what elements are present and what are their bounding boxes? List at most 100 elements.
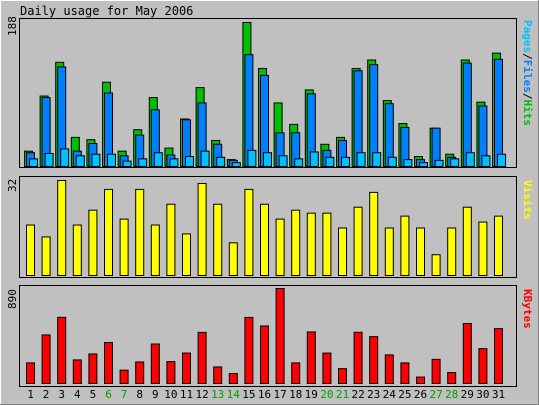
pages-bar bbox=[325, 156, 335, 168]
pages-bar bbox=[309, 151, 319, 167]
kbytes-panel bbox=[19, 285, 517, 387]
day-label: 3 bbox=[58, 388, 65, 401]
pages-bar bbox=[497, 153, 506, 167]
kbytes-bar bbox=[447, 372, 457, 384]
day-label: 6 bbox=[105, 388, 112, 401]
visits-legend: Visits bbox=[521, 180, 534, 220]
visits-bar bbox=[400, 215, 410, 276]
kbytes-bar bbox=[494, 328, 503, 384]
visits-bar bbox=[244, 188, 254, 276]
visits-bar bbox=[462, 206, 472, 276]
visits-bar bbox=[291, 209, 301, 276]
pages-bar bbox=[434, 159, 444, 168]
pages-bar bbox=[465, 152, 475, 168]
visits-bar bbox=[384, 227, 394, 276]
visits-bar bbox=[275, 218, 285, 276]
chart-title: Daily usage for May 2006 bbox=[20, 4, 193, 18]
pages-bar bbox=[263, 152, 272, 168]
pages-bar bbox=[185, 156, 194, 168]
pages-bar bbox=[122, 160, 132, 167]
pages-bar bbox=[450, 158, 460, 167]
kbytes-bar bbox=[41, 334, 51, 385]
day-label: 7 bbox=[121, 388, 128, 401]
visits-bar bbox=[213, 203, 223, 276]
day-label: 1 bbox=[27, 388, 34, 401]
files-bar bbox=[353, 70, 363, 167]
visits-bar bbox=[182, 233, 191, 276]
legend-separator-1: / bbox=[521, 53, 534, 60]
visits-bar bbox=[260, 203, 269, 276]
day-label: 19 bbox=[305, 388, 318, 401]
day-label: 8 bbox=[136, 388, 143, 401]
kbytes-bar bbox=[431, 358, 441, 384]
day-label: 28 bbox=[445, 388, 458, 401]
day-label: 21 bbox=[336, 388, 349, 401]
visits-bar bbox=[447, 227, 457, 276]
pages-bar bbox=[216, 156, 226, 168]
day-label: 23 bbox=[367, 388, 380, 401]
kbytes-bar bbox=[478, 348, 488, 385]
day-label: 20 bbox=[320, 388, 333, 401]
kbytes-bar bbox=[384, 354, 394, 384]
pages-bar bbox=[91, 153, 101, 167]
day-label: 26 bbox=[414, 388, 427, 401]
pages-bar bbox=[387, 156, 397, 168]
pages-bar bbox=[247, 149, 257, 167]
files-bar bbox=[369, 64, 379, 167]
kbytes-bar bbox=[150, 343, 160, 384]
kbytes-bar bbox=[244, 316, 254, 385]
pages-bar bbox=[153, 152, 163, 168]
kbytes-bar bbox=[197, 331, 207, 385]
hits-panel bbox=[19, 18, 517, 168]
pages-bar bbox=[44, 152, 54, 168]
files-bar bbox=[494, 58, 503, 167]
kbytes-bar bbox=[260, 325, 269, 384]
visits-bar bbox=[57, 180, 67, 276]
visits-y-max-label: 32 bbox=[6, 179, 19, 192]
kbytes-bar bbox=[291, 362, 301, 384]
day-label: 31 bbox=[492, 388, 505, 401]
kbytes-bar bbox=[353, 331, 363, 384]
visits-bar bbox=[88, 209, 98, 276]
hits-legend: Pages/Files/Hits bbox=[521, 20, 534, 126]
visits-bar bbox=[228, 242, 238, 276]
hits-y-max-label: 188 bbox=[6, 16, 19, 36]
pages-bar bbox=[294, 158, 304, 167]
visits-bar bbox=[338, 227, 347, 276]
day-label: 12 bbox=[195, 388, 208, 401]
day-label: 27 bbox=[429, 388, 442, 401]
kbytes-bar bbox=[400, 362, 410, 384]
pages-bar bbox=[419, 162, 428, 167]
kbytes-bar bbox=[57, 316, 67, 384]
kbytes-y-max-label: 890 bbox=[6, 289, 19, 309]
day-label: 10 bbox=[164, 388, 177, 401]
pages-bar bbox=[138, 158, 148, 167]
visits-bar bbox=[119, 218, 129, 276]
kbytes-bar bbox=[306, 331, 316, 384]
visits-bar bbox=[369, 191, 379, 276]
day-label: 29 bbox=[461, 388, 474, 401]
visits-bar bbox=[72, 224, 82, 276]
visits-bar bbox=[478, 221, 488, 276]
legend-separator-2: / bbox=[521, 93, 534, 100]
visits-bar bbox=[416, 227, 425, 276]
visits-bar bbox=[322, 212, 332, 276]
pages-bar bbox=[75, 155, 85, 167]
pages-bar bbox=[356, 152, 366, 168]
kbytes-bar bbox=[213, 366, 223, 384]
kbytes-bar bbox=[416, 376, 425, 385]
visits-bar bbox=[104, 188, 113, 276]
kbytes-bar bbox=[119, 369, 129, 385]
files-bar bbox=[244, 54, 254, 167]
day-label: 25 bbox=[398, 388, 411, 401]
day-label: 5 bbox=[90, 388, 97, 401]
day-label: 24 bbox=[383, 388, 397, 401]
legend-hits: Hits bbox=[521, 100, 534, 127]
pages-bar bbox=[341, 156, 350, 168]
day-label: 17 bbox=[273, 388, 286, 401]
pages-bar bbox=[403, 159, 413, 168]
pages-bar bbox=[29, 158, 38, 167]
pages-bar bbox=[60, 148, 70, 168]
pages-bar bbox=[481, 155, 491, 167]
